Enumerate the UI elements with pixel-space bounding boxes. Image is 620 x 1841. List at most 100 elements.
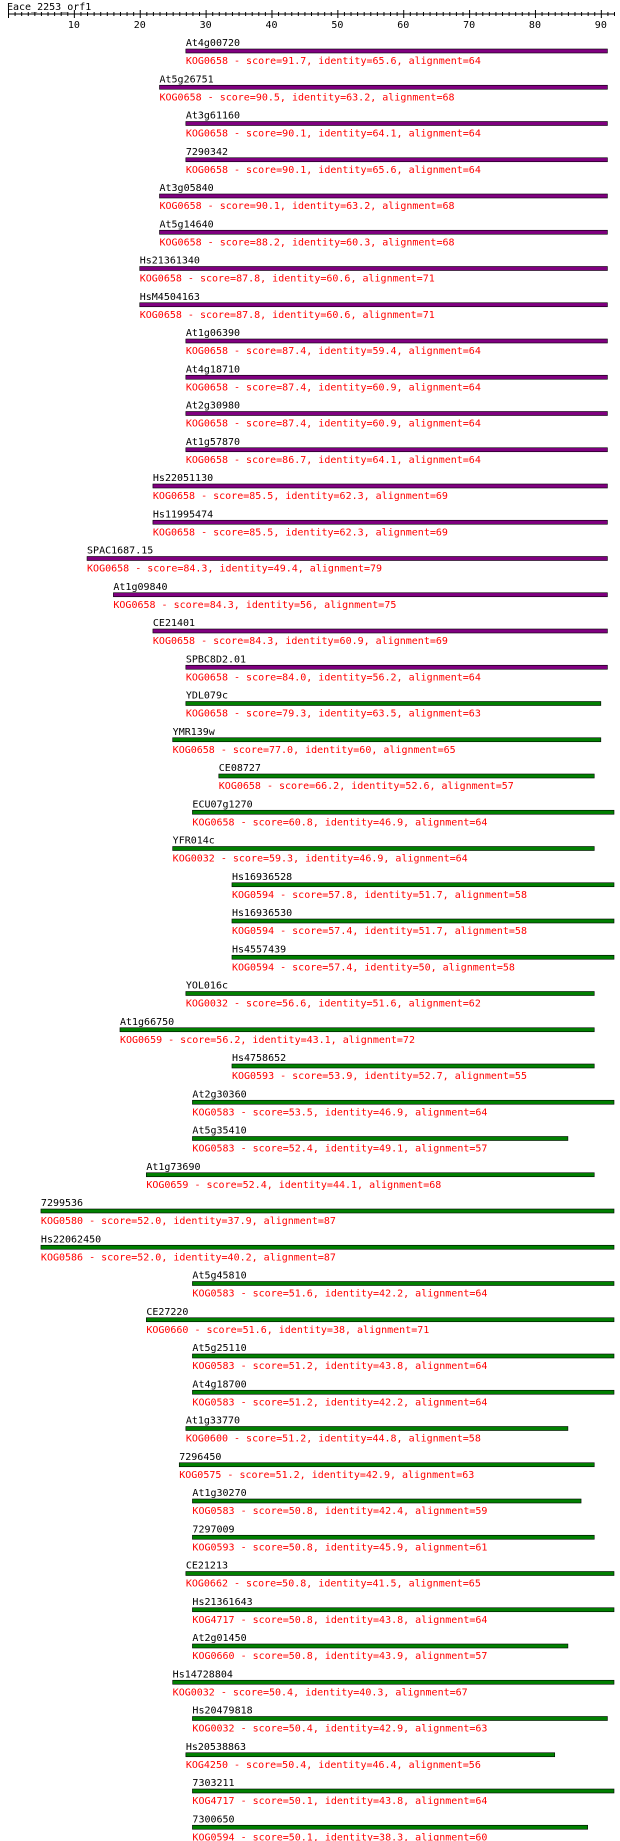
hit-description: KOG0583 - score=51.2, identity=42.2, ali… [192, 1397, 487, 1408]
hit-bar [185, 121, 608, 126]
hit-bar [172, 737, 602, 743]
hit-row: Hs22051130 KOG0658 - score=85.5, identity… [152, 473, 608, 502]
hit-description: KOG0658 - score=84.3, identity=56, align… [113, 600, 396, 611]
hit-name: Hs16936530 [232, 908, 292, 919]
hit-description: KOG0032 - score=56.6, identity=51.6, ali… [186, 999, 481, 1010]
hit-bar [192, 1824, 588, 1830]
hit-row: At1g73690 KOG0659 - score=52.4, identity=… [146, 1162, 595, 1191]
hit-name: 7290342 [186, 147, 228, 158]
hit-description: KOG0594 - score=50.1, identity=38.3, ali… [192, 1832, 487, 1841]
hit-bar [172, 1679, 615, 1685]
hit-row: At4g18710 KOG0658 - score=87.4, identity=… [185, 364, 608, 393]
tick-label: 70 [463, 20, 475, 31]
hit-row: Hs21361643 KOG4717 - score=50.8, identity… [192, 1597, 615, 1626]
hit-name: Hs4758652 [232, 1053, 286, 1064]
hit-row: CE08727 KOG0658 - score=66.2, identity=52… [218, 763, 595, 792]
hit-name: At3g61160 [186, 111, 240, 122]
hit-bar [231, 918, 615, 924]
hit-bar [231, 954, 615, 960]
tick-label: 40 [265, 20, 277, 31]
hit-bar [185, 664, 608, 670]
hit-description: KOG0658 - score=88.2, identity=60.3, ali… [160, 237, 455, 248]
hit-row: At3g05840 KOG0658 - score=90.1, identity=… [159, 183, 608, 212]
hit-list: At4g00720 KOG0658 - score=91.7, identity=… [40, 38, 615, 1841]
hit-bar [192, 809, 615, 815]
hit-description: KOG4717 - score=50.1, identity=43.8, ali… [192, 1796, 487, 1807]
hit-name: 7297009 [192, 1524, 234, 1535]
hit-description: KOG0575 - score=51.2, identity=42.9, ali… [179, 1470, 474, 1481]
hit-row: Hs22062450 KOG0586 - score=52.0, identity… [40, 1234, 615, 1263]
hit-description: KOG0658 - score=86.7, identity=64.1, ali… [186, 455, 481, 466]
hit-name: At5g26751 [160, 74, 214, 85]
tick-label: 80 [529, 20, 541, 31]
hit-description: KOG0658 - score=90.5, identity=63.2, ali… [160, 92, 455, 103]
hit-row: At1g33770 KOG0600 - score=51.2, identity=… [185, 1416, 569, 1445]
hit-bar [185, 48, 608, 54]
hit-name: Hs21361643 [192, 1597, 252, 1608]
hit-row: SPBC8D2.01 KOG0658 - score=84.0, identity… [185, 654, 608, 683]
hit-row: At5g14640 KOG0658 - score=88.2, identity=… [159, 219, 608, 248]
hit-description: KOG0658 - score=87.8, identity=60.6, ali… [140, 310, 435, 321]
hit-bar [192, 1534, 595, 1540]
hit-name: At2g01450 [192, 1633, 246, 1644]
hit-name: At4g18700 [192, 1379, 246, 1390]
hit-row: Hs21361340 KOG0658 - score=87.8, identity… [139, 256, 608, 285]
hit-bar [159, 193, 608, 199]
hit-bar [185, 338, 608, 344]
hit-bar [185, 374, 608, 380]
hit-row: HsM4504163 KOG0658 - score=87.8, identity… [139, 292, 608, 321]
hit-name: Hs22062450 [41, 1234, 101, 1245]
hit-name: At1g57870 [186, 437, 240, 448]
hit-row: At1g30270 KOG0583 - score=50.8, identity=… [192, 1488, 582, 1517]
hit-description: KOG0660 - score=50.8, identity=43.9, ali… [192, 1651, 487, 1662]
hit-bar [119, 1027, 595, 1033]
hit-description: KOG0658 - score=66.2, identity=52.6, ali… [219, 781, 514, 792]
tick-label: 50 [331, 20, 343, 31]
hit-row: At4g00720 KOG0658 - score=91.7, identity=… [185, 38, 608, 67]
hit-description: KOG0658 - score=77.0, identity=60, align… [173, 745, 456, 756]
hit-name: CE21213 [186, 1561, 228, 1572]
hit-description: KOG4717 - score=50.8, identity=43.8, ali… [192, 1615, 487, 1626]
hit-description: KOG0594 - score=57.4, identity=50, align… [232, 962, 515, 973]
hit-description: KOG0658 - score=87.4, identity=60.9, ali… [186, 419, 481, 430]
tick-label: 20 [134, 20, 146, 31]
hit-description: KOG0658 - score=85.5, identity=62.3, ali… [153, 491, 448, 502]
hit-name: 7300650 [192, 1814, 234, 1825]
hit-description: KOG0658 - score=79.3, identity=63.5, ali… [186, 709, 481, 720]
hit-description: KOG0658 - score=90.1, identity=63.2, ali… [160, 201, 455, 212]
hit-name: SPBC8D2.01 [186, 654, 246, 665]
hit-name: CE27220 [146, 1307, 188, 1318]
hit-bar [152, 519, 608, 525]
hit-bar [185, 991, 595, 996]
hit-bar [192, 1281, 615, 1286]
hit-bar [192, 1353, 615, 1359]
tick-label: 10 [68, 20, 80, 31]
hit-row: Hs4758652 KOG0593 - score=53.9, identity=… [231, 1053, 595, 1082]
hit-name: Hs16936528 [232, 872, 292, 883]
tick-label: 30 [200, 20, 212, 31]
hit-row: At2g01450 KOG0660 - score=50.8, identity=… [192, 1633, 569, 1662]
hit-row: At1g57870 KOG0658 - score=86.7, identity=… [185, 437, 608, 466]
hit-description: KOG0658 - score=87.8, identity=60.6, ali… [140, 274, 435, 285]
hit-description: KOG0594 - score=57.4, identity=51.7, ali… [232, 926, 527, 937]
hit-name: At5g35410 [192, 1126, 246, 1137]
hit-row: Hs16936530 KOG0594 - score=57.4, identity… [231, 908, 615, 937]
hit-name: At3g05840 [160, 183, 214, 194]
hit-bar [185, 1571, 615, 1576]
hit-bar [192, 1498, 582, 1504]
hit-description: KOG0580 - score=52.0, identity=37.9, ali… [41, 1216, 336, 1227]
hit-bar [185, 447, 608, 453]
hit-description: KOG0658 - score=85.5, identity=62.3, ali… [153, 527, 448, 538]
hit-bar [113, 592, 608, 598]
hit-name: CE08727 [219, 763, 261, 774]
hit-row: At5g35410 KOG0583 - score=52.4, identity=… [192, 1126, 569, 1155]
hit-name: YFR014c [173, 836, 215, 847]
hit-row: At2g30360 KOG0583 - score=53.5, identity=… [192, 1089, 615, 1118]
hit-bar [172, 846, 595, 851]
hit-name: Hs22051130 [153, 473, 213, 484]
hit-description: KOG0583 - score=53.5, identity=46.9, ali… [192, 1107, 487, 1118]
hit-row: At5g45810 KOG0583 - score=51.6, identity=… [192, 1271, 615, 1300]
hit-description: KOG0658 - score=87.4, identity=60.9, ali… [186, 382, 481, 393]
hit-description: KOG0583 - score=50.8, identity=42.4, ali… [192, 1506, 487, 1517]
hit-description: KOG0593 - score=50.8, identity=45.9, ali… [192, 1542, 487, 1553]
